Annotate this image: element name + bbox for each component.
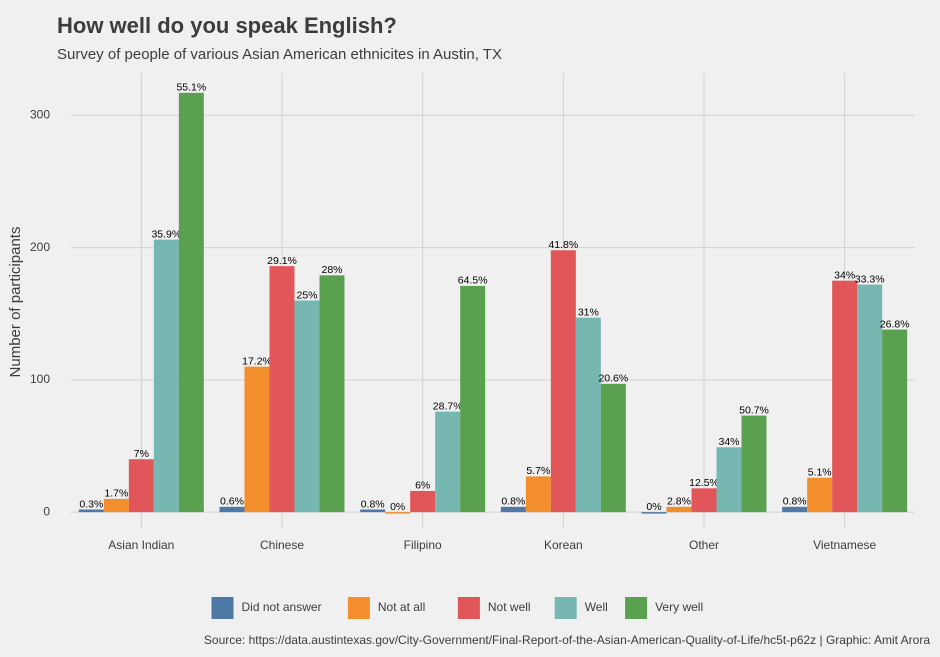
x-tick-label: Korean <box>544 538 583 552</box>
bar <box>691 488 717 513</box>
bar <box>294 300 320 513</box>
value-label: 5.7% <box>526 465 550 477</box>
value-label: 28% <box>321 264 342 276</box>
value-label: 6% <box>415 480 430 492</box>
value-label: 50.7% <box>739 404 769 416</box>
bar <box>600 383 626 513</box>
bar <box>219 506 245 513</box>
bar <box>716 447 742 513</box>
chart-subtitle: Survey of people of various Asian Americ… <box>57 46 502 63</box>
bar <box>178 92 204 513</box>
value-label: 20.6% <box>598 373 628 385</box>
legend-label: Very well <box>655 600 703 614</box>
bar <box>153 239 179 513</box>
bar <box>500 506 526 513</box>
bar <box>666 506 692 513</box>
bar <box>410 490 436 513</box>
x-tick-label: Asian Indian <box>108 538 174 552</box>
bar <box>807 477 833 513</box>
value-label: 26.8% <box>880 318 910 330</box>
legend-label: Not well <box>488 600 531 614</box>
bar <box>741 415 767 513</box>
value-label: 41.8% <box>548 239 578 251</box>
bar <box>575 317 601 513</box>
bar <box>360 509 386 513</box>
chart-title: How well do you speak English? <box>57 13 397 38</box>
value-label: 0.8% <box>783 496 807 508</box>
source-note: Source: https://data.austintexas.gov/Cit… <box>204 633 930 647</box>
legend-swatch <box>457 597 480 619</box>
value-label: 55.1% <box>176 82 206 94</box>
bar <box>782 506 808 513</box>
value-label: 0.8% <box>361 498 385 510</box>
bar <box>550 250 576 513</box>
bar <box>832 280 858 513</box>
value-label: 28.7% <box>433 400 463 412</box>
value-label: 34% <box>834 269 855 281</box>
value-label: 12.5% <box>689 477 719 489</box>
legend-swatch <box>554 597 577 619</box>
value-label: 1.7% <box>104 488 128 500</box>
value-label: 35.9% <box>151 228 181 240</box>
y-tick-label: 0 <box>43 504 50 518</box>
legend-swatch <box>625 597 648 619</box>
y-tick-label: 100 <box>30 372 50 386</box>
bar <box>103 498 129 513</box>
value-label: 33.3% <box>855 273 885 285</box>
legend-label: Did not answer <box>242 600 322 614</box>
value-label: 0.3% <box>79 498 103 510</box>
bar <box>882 329 908 513</box>
bar <box>244 366 270 513</box>
bar <box>269 266 295 513</box>
value-label: 0.6% <box>220 496 244 508</box>
x-tick-label: Other <box>689 538 719 552</box>
x-tick-label: Vietnamese <box>813 538 876 552</box>
value-label: 5.1% <box>808 467 832 479</box>
value-label: 0% <box>390 501 405 513</box>
value-label: 25% <box>296 289 317 301</box>
bar <box>385 512 411 514</box>
bar <box>641 512 667 514</box>
value-label: 29.1% <box>267 255 297 267</box>
x-tick-label: Chinese <box>260 538 304 552</box>
bar <box>435 411 461 513</box>
bar <box>460 285 486 513</box>
y-tick-label: 300 <box>30 107 50 121</box>
value-label: 0.8% <box>501 496 525 508</box>
bar <box>78 509 104 513</box>
bar <box>319 275 345 513</box>
y-axis-title: Number of participants <box>7 227 24 378</box>
value-label: 34% <box>718 436 739 448</box>
bar <box>128 459 154 513</box>
bar <box>857 284 883 513</box>
legend-label: Not at all <box>378 600 425 614</box>
legend-swatch <box>211 597 234 619</box>
y-tick-label: 200 <box>30 240 50 254</box>
x-tick-label: Filipino <box>404 538 442 552</box>
value-label: 2.8% <box>667 496 691 508</box>
value-label: 31% <box>578 306 599 318</box>
bar <box>525 476 551 513</box>
legend-swatch <box>347 597 370 619</box>
legend-label: Well <box>585 600 608 614</box>
value-label: 64.5% <box>458 275 488 287</box>
value-label: 17.2% <box>242 355 272 367</box>
value-label: 7% <box>134 448 149 460</box>
value-label: 0% <box>646 501 661 513</box>
